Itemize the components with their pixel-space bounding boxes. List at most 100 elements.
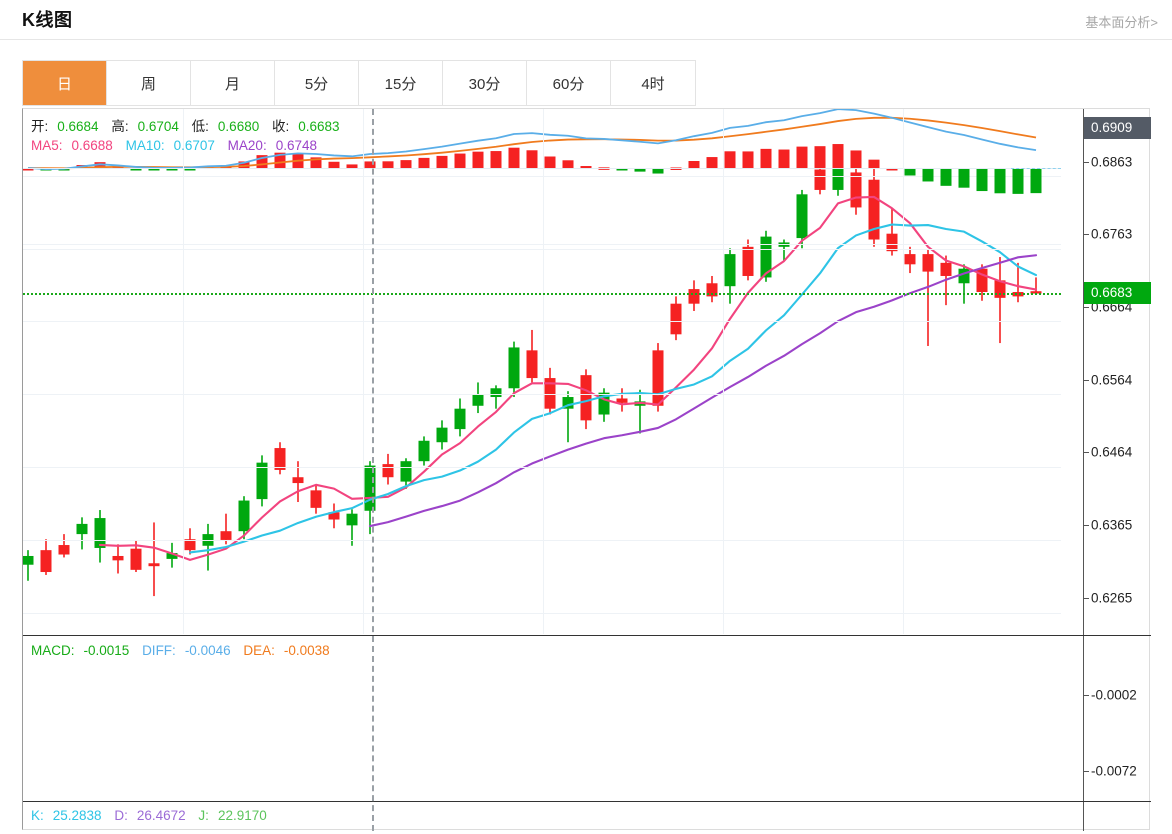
open-value: 0.6684 bbox=[57, 119, 99, 134]
macd-legend: MACD: -0.0015 DIFF: -0.0046 DEA: -0.0038 bbox=[31, 643, 339, 658]
vgridline bbox=[903, 109, 904, 634]
ohlc-legend: 开: 0.6684 高: 0.6704 低: 0.6680 收: 0.6683 bbox=[31, 115, 349, 135]
tab-3[interactable]: 5分 bbox=[275, 61, 359, 105]
price-axis-tick bbox=[1083, 161, 1089, 163]
ma20-value: 0.6748 bbox=[275, 138, 317, 153]
gridline bbox=[23, 394, 1061, 395]
high-label: 高: bbox=[111, 119, 129, 134]
close-value: 0.6683 bbox=[298, 119, 340, 134]
ma10-label: MA10: bbox=[125, 138, 165, 153]
page-header: K线图 基本面分析> bbox=[0, 0, 1172, 40]
tab-1[interactable]: 周 bbox=[107, 61, 191, 105]
tab-4[interactable]: 15分 bbox=[359, 61, 443, 105]
vgridline bbox=[903, 109, 904, 137]
tab-label: 60分 bbox=[552, 75, 585, 93]
k-label: K: bbox=[31, 808, 44, 823]
gridline bbox=[23, 613, 1061, 614]
open-label: 开: bbox=[31, 119, 49, 134]
crosshair-vertical-line[interactable] bbox=[372, 109, 374, 831]
diff-value: -0.0046 bbox=[184, 643, 231, 658]
ma-legend: MA5: 0.6688 MA10: 0.6707 MA20: 0.6748 bbox=[31, 138, 326, 153]
macd-zero-line bbox=[23, 168, 1061, 169]
tab-2[interactable]: 月 bbox=[191, 61, 275, 105]
macd-panel-separator bbox=[23, 635, 1151, 636]
tab-label: 5分 bbox=[304, 75, 329, 93]
gridline bbox=[23, 321, 1061, 322]
tab-label: 15分 bbox=[384, 75, 417, 93]
fundamental-analysis-link[interactable]: 基本面分析> bbox=[1085, 15, 1158, 30]
price-axis-tick bbox=[1083, 524, 1089, 526]
tab-label: 月 bbox=[224, 75, 240, 93]
vgridline bbox=[363, 109, 364, 273]
j-label: J: bbox=[198, 808, 209, 823]
tab-label: 周 bbox=[140, 75, 156, 93]
macd-plot[interactable] bbox=[23, 109, 1061, 273]
ma5-value: 0.6688 bbox=[71, 138, 113, 153]
chart-frame: 开: 0.6684 高: 0.6704 低: 0.6680 收: 0.6683 MA5:… bbox=[22, 108, 1151, 831]
macd-series bbox=[23, 109, 1042, 194]
low-value: 0.6680 bbox=[217, 119, 260, 134]
vgridline bbox=[723, 109, 724, 634]
price-axis-tick-label: 0.6863 bbox=[1091, 154, 1133, 169]
price-plot[interactable] bbox=[23, 109, 1061, 634]
ma20-label: MA20: bbox=[227, 138, 267, 153]
macd-label: MACD: bbox=[31, 643, 75, 658]
vgridline bbox=[363, 109, 364, 137]
price-axis-tick bbox=[1083, 234, 1089, 236]
low-label: 低: bbox=[191, 119, 209, 134]
kdj-plot[interactable] bbox=[23, 109, 1061, 137]
vgridline bbox=[723, 109, 724, 137]
gridline bbox=[23, 244, 1061, 245]
page-title: K线图 bbox=[22, 10, 73, 30]
j-value: 22.9170 bbox=[217, 808, 267, 823]
dea-value: -0.0038 bbox=[283, 643, 330, 658]
price-axis-tick bbox=[1083, 597, 1089, 599]
price-axis-tick bbox=[1083, 452, 1089, 454]
vgridline bbox=[903, 109, 904, 273]
price-axis-tick bbox=[1083, 379, 1089, 381]
macd-axis-tick-label: -0.0002 bbox=[1091, 687, 1137, 703]
tab-label: 30分 bbox=[468, 75, 501, 93]
vgridline bbox=[543, 109, 544, 273]
kdj-panel-separator bbox=[23, 801, 1151, 802]
tab-6[interactable]: 60分 bbox=[527, 61, 611, 105]
ma10-value: 0.6707 bbox=[173, 138, 215, 153]
tab-5[interactable]: 30分 bbox=[443, 61, 527, 105]
tab-7[interactable]: 4时 bbox=[611, 61, 695, 105]
diff-label: DIFF: bbox=[142, 643, 176, 658]
gridline bbox=[23, 249, 1061, 250]
k-value: 25.2838 bbox=[52, 808, 102, 823]
macd-value: -0.0015 bbox=[83, 643, 130, 658]
kdj-legend: K: 25.2838 D: 26.4672 J: 22.9170 bbox=[31, 808, 276, 823]
gridline bbox=[23, 176, 1061, 177]
price-axis-tick-label: 0.6265 bbox=[1091, 590, 1133, 606]
gridline bbox=[23, 540, 1061, 541]
vgridline bbox=[183, 109, 184, 273]
vgridline bbox=[543, 109, 544, 137]
last-price-line bbox=[23, 292, 1061, 295]
price-axis-tick-label: 0.6365 bbox=[1091, 517, 1133, 533]
gridline bbox=[23, 467, 1061, 468]
top-price-badge: 0.6909 bbox=[1084, 116, 1151, 139]
price-axis-divider bbox=[1083, 109, 1084, 831]
d-value: 26.4672 bbox=[136, 808, 186, 823]
price-axis-tick-label: 0.6564 bbox=[1091, 372, 1133, 388]
dea-label: DEA: bbox=[243, 643, 275, 658]
period-tabbar: 日 周 月 5分 15分 30分 60分 4时 bbox=[22, 60, 696, 106]
high-value: 0.6704 bbox=[137, 119, 179, 134]
vgridline bbox=[363, 109, 364, 634]
vgridline bbox=[183, 109, 184, 634]
candlestick-series bbox=[23, 146, 1042, 597]
tab-0[interactable]: 日 bbox=[23, 61, 107, 105]
tab-label: 日 bbox=[56, 75, 72, 93]
close-label: 收: bbox=[271, 119, 290, 134]
vgridline bbox=[543, 109, 544, 634]
ma5-label: MA5: bbox=[31, 138, 63, 153]
macd-axis-tick bbox=[1083, 695, 1089, 696]
price-axis-tick-label: 0.6763 bbox=[1091, 226, 1133, 242]
last-price-badge: 0.6683 bbox=[1084, 281, 1151, 304]
price-axis-tick-label: 0.6464 bbox=[1091, 444, 1133, 460]
macd-axis-tick bbox=[1083, 771, 1089, 772]
macd-axis-tick-label: -0.0072 bbox=[1091, 763, 1137, 779]
